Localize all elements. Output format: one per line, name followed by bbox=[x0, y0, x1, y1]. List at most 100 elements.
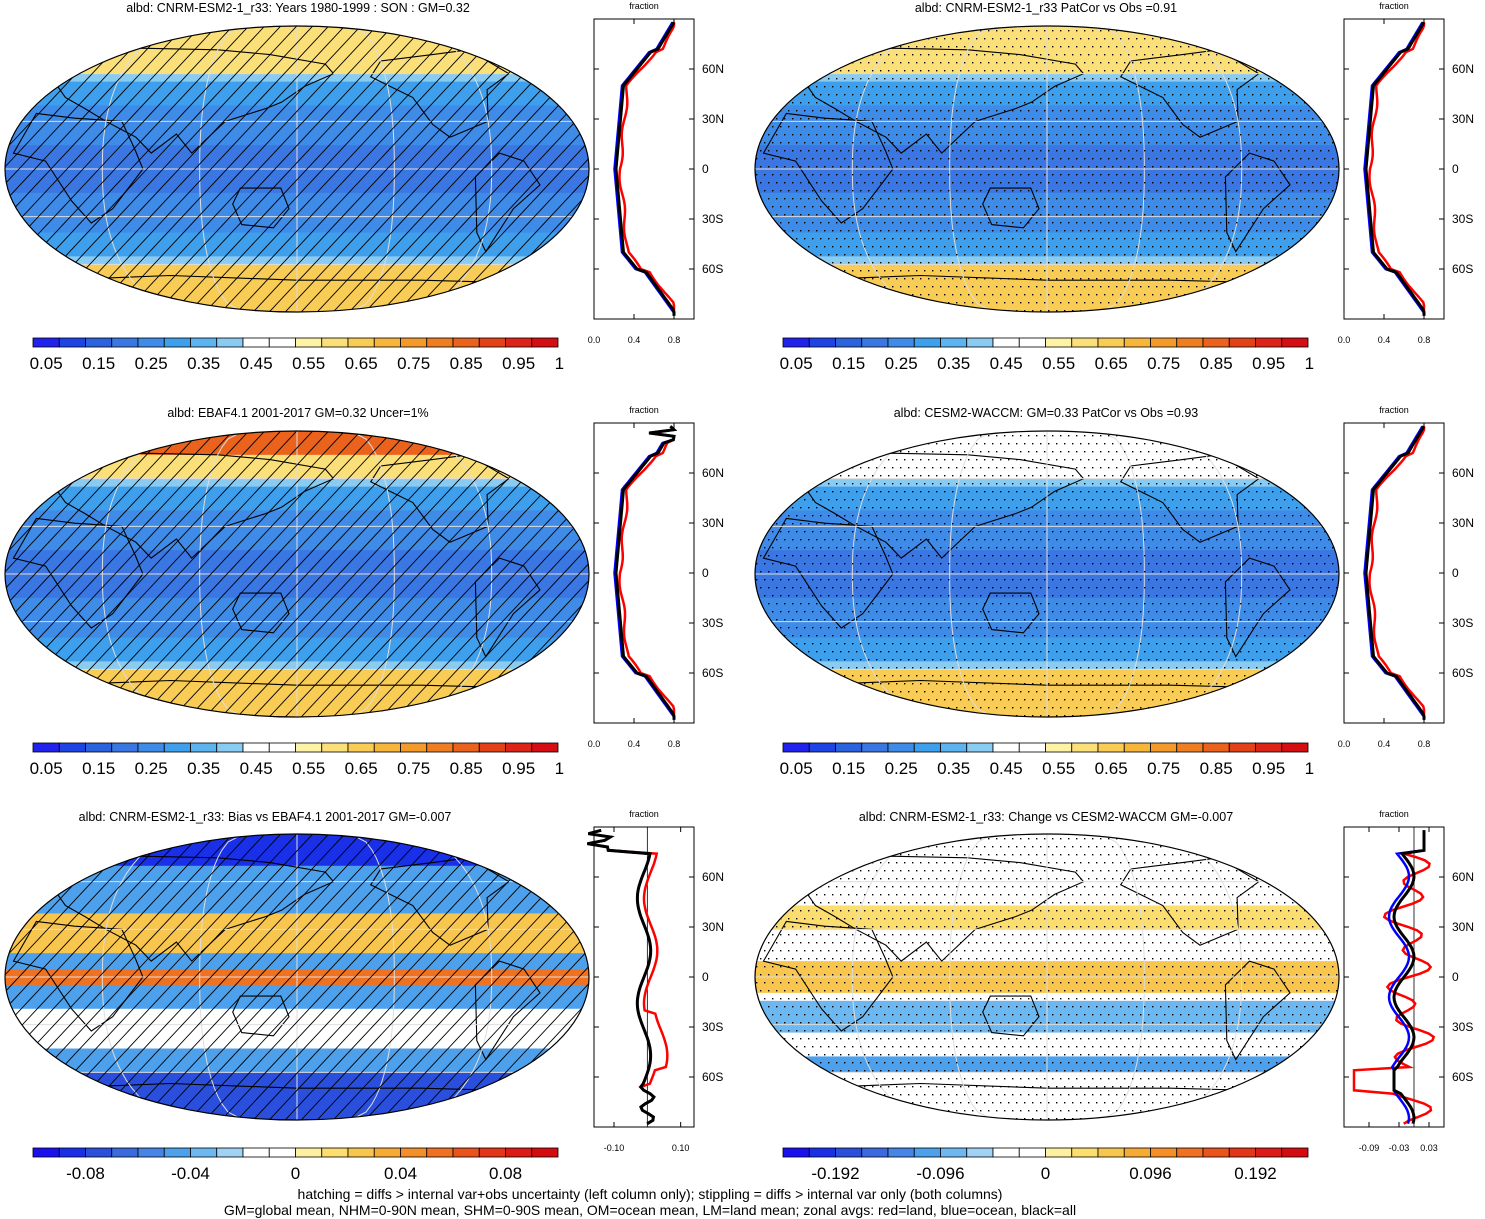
colorbar-swatch bbox=[138, 338, 164, 347]
colorbar-swatch bbox=[888, 1148, 914, 1157]
value-tick-label: -0.09 bbox=[1359, 1143, 1380, 1153]
colorbar-label: 0.35 bbox=[937, 354, 970, 373]
colorbar-swatch bbox=[532, 1148, 558, 1157]
colorbar-swatch bbox=[269, 338, 295, 347]
value-tick-label: 0.03 bbox=[1420, 1143, 1438, 1153]
colorbar-swatch bbox=[269, 743, 295, 752]
lat-tick-label: 0 bbox=[702, 162, 709, 176]
colorbar-swatch bbox=[164, 338, 190, 347]
colorbar-label: 0.04 bbox=[384, 1164, 417, 1183]
colorbar-label: 0.35 bbox=[937, 759, 970, 778]
colorbar-swatch bbox=[1256, 743, 1282, 752]
colorbar-swatch bbox=[191, 743, 217, 752]
colorbar-swatch bbox=[138, 743, 164, 752]
map-panel-br bbox=[752, 822, 1342, 1132]
colorbar-swatch bbox=[243, 1148, 269, 1157]
colorbar-swatch bbox=[374, 743, 400, 752]
colorbar-swatch bbox=[401, 1148, 427, 1157]
colorbar-swatch bbox=[1203, 743, 1229, 752]
footer-note-hatching: hatching = diffs > internal var+obs unce… bbox=[0, 1186, 1300, 1203]
zonal-frame bbox=[594, 19, 694, 319]
colorbar-swatch bbox=[33, 743, 59, 752]
colorbar-label: 0.35 bbox=[187, 354, 220, 373]
colorbar-swatch bbox=[1256, 338, 1282, 347]
colorbar-swatch bbox=[1256, 1148, 1282, 1157]
value-tick-label: 0.0 bbox=[1338, 335, 1351, 345]
lat-tick-label: 60S bbox=[702, 666, 723, 680]
value-tick-label: 0.4 bbox=[628, 739, 641, 749]
map-panel-ml bbox=[2, 419, 592, 729]
colorbar-swatch bbox=[1203, 1148, 1229, 1157]
colorbar-label: -0.04 bbox=[171, 1164, 210, 1183]
colorbar-swatch bbox=[453, 338, 479, 347]
colorbar-swatch bbox=[348, 338, 374, 347]
colorbar-swatch bbox=[967, 338, 993, 347]
colorbar-swatch bbox=[836, 743, 862, 752]
colorbar-label: 0.15 bbox=[82, 759, 115, 778]
colorbar-swatch bbox=[322, 338, 348, 347]
value-tick-label: 0.4 bbox=[1378, 739, 1391, 749]
colorbar-swatch bbox=[1046, 338, 1072, 347]
colorbar-swatch bbox=[1282, 338, 1308, 347]
lat-tick-label: 60S bbox=[1452, 1070, 1473, 1084]
panel-title-tr: albd: CNRM-ESM2-1_r33 PatCor vs Obs =0.9… bbox=[748, 1, 1344, 15]
colorbar-label: 0.75 bbox=[397, 759, 430, 778]
colorbar-swatch bbox=[506, 1148, 532, 1157]
zonal-frame bbox=[594, 423, 694, 723]
value-tick-label: 0.10 bbox=[672, 1143, 690, 1153]
colorbar-swatch bbox=[217, 338, 243, 347]
colorbar-swatch bbox=[862, 1148, 888, 1157]
value-tick-label: -0.03 bbox=[1389, 1143, 1410, 1153]
colorbar-swatch bbox=[453, 743, 479, 752]
colorbar-swatch bbox=[941, 338, 967, 347]
colorbar-swatch bbox=[296, 1148, 322, 1157]
colorbar-label: 0.75 bbox=[1147, 759, 1180, 778]
colorbar-label: 0.08 bbox=[489, 1164, 522, 1183]
colorbar-swatch bbox=[993, 743, 1019, 752]
colorbar-label: 1.05 bbox=[1305, 759, 1315, 778]
colorbar-swatch bbox=[479, 743, 505, 752]
colorbar-swatch bbox=[112, 743, 138, 752]
colorbar-swatch bbox=[191, 338, 217, 347]
colorbar-label: 0.85 bbox=[450, 354, 483, 373]
panel-title-tl: albd: CNRM-ESM2-1_r33: Years 1980-1999 :… bbox=[0, 1, 596, 15]
colorbar-label: -0.192 bbox=[811, 1164, 859, 1183]
lat-tick-label: 30S bbox=[1452, 212, 1473, 226]
zonal-title: fraction bbox=[1379, 405, 1409, 415]
colorbar-swatch bbox=[1151, 1148, 1177, 1157]
colorbar-swatch bbox=[1124, 1148, 1150, 1157]
colorbar-swatch bbox=[138, 1148, 164, 1157]
value-tick-label: 0.0 bbox=[588, 335, 601, 345]
map-panel-tr bbox=[752, 14, 1342, 324]
colorbar-swatch bbox=[862, 338, 888, 347]
colorbar-label: 0.05 bbox=[30, 759, 63, 778]
colorbar-swatch bbox=[506, 338, 532, 347]
lat-tick-label: 60N bbox=[702, 870, 724, 884]
colorbar-swatch bbox=[401, 338, 427, 347]
colorbar-swatch bbox=[1098, 1148, 1124, 1157]
value-tick-label: 0.0 bbox=[1338, 739, 1351, 749]
colorbar-swatch bbox=[374, 338, 400, 347]
map-field bbox=[2, 14, 592, 324]
colorbar-label: 0.45 bbox=[990, 759, 1023, 778]
colorbar-swatch bbox=[217, 743, 243, 752]
colorbar-swatch bbox=[1072, 743, 1098, 752]
colorbar-swatch bbox=[164, 1148, 190, 1157]
colorbar-swatch bbox=[993, 1148, 1019, 1157]
colorbar-label: 0.85 bbox=[1200, 354, 1233, 373]
colorbar-label: 0.75 bbox=[1147, 354, 1180, 373]
colorbar-swatch bbox=[1124, 338, 1150, 347]
lat-tick-label: 0 bbox=[702, 970, 709, 984]
colorbar-swatch bbox=[33, 338, 59, 347]
colorbar-label: 0.95 bbox=[502, 759, 535, 778]
colorbar-label: 0.75 bbox=[397, 354, 430, 373]
colorbar-label: 0.25 bbox=[135, 354, 168, 373]
colorbar-swatch bbox=[427, 743, 453, 752]
value-tick-label: -0.10 bbox=[604, 1143, 625, 1153]
colorbar-label: 0.25 bbox=[135, 759, 168, 778]
colorbar-label: 0.95 bbox=[1252, 354, 1285, 373]
colorbar-swatch bbox=[532, 743, 558, 752]
lat-tick-label: 0 bbox=[1452, 162, 1459, 176]
